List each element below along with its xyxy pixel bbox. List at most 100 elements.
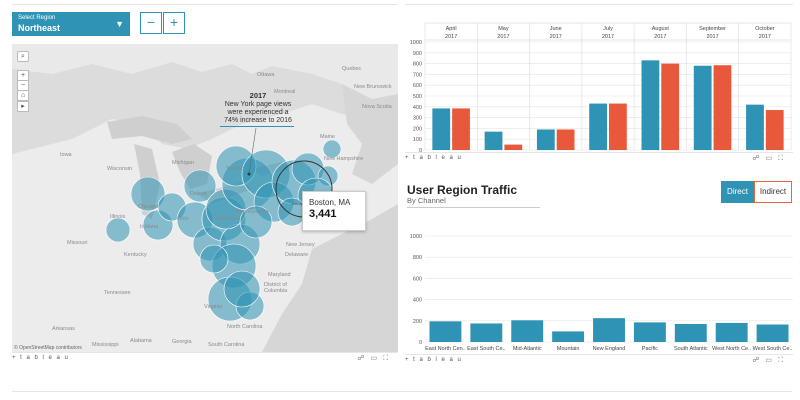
y-tick-label: 600 (413, 276, 422, 282)
tooltip-city: Boston, MA (309, 198, 351, 207)
bar-direct (432, 108, 451, 150)
map-place-label: District of Columbia (264, 282, 288, 294)
share-icon[interactable]: ☍ (357, 355, 371, 362)
y-tick-label: 1000 (410, 40, 422, 46)
map-place-label: New Brunswick (354, 84, 392, 90)
year-label: 2017 (706, 34, 718, 40)
map-place-label: Alabama (130, 338, 152, 344)
year-label: 2017 (497, 34, 509, 40)
map-place-label: Pennsylvania (236, 209, 269, 215)
top-separator-left (12, 4, 398, 5)
month-label: August (652, 26, 670, 32)
map-circle (239, 205, 273, 239)
direct-toggle-button[interactable]: Direct (721, 181, 754, 203)
map-place-label: Georgia (172, 339, 192, 345)
traffic-bar-chart: 0 200 400 600 800 1000 East North Cen.. East So… (410, 234, 793, 352)
map-place-label: Indiana (140, 224, 159, 230)
annotation-year: 2017 (249, 91, 267, 100)
map-place-label: Maryland (268, 272, 291, 278)
map-place-label: Illinois (110, 214, 126, 220)
bar-direct (693, 65, 712, 150)
bottom-separator (12, 391, 792, 392)
map-place-label: Mississippi (92, 342, 119, 348)
y-tick-label: 300 (413, 116, 422, 122)
region-select-value: Northeast (18, 23, 61, 33)
map-search-icon[interactable]: ⌕ (17, 51, 29, 62)
y-tick-label: 1000 (410, 234, 422, 240)
category-label: Mid-Atlantic (513, 346, 542, 352)
bar-indirect (452, 108, 470, 150)
bar-indirect (556, 129, 575, 150)
annotation-line: were experienced a (227, 109, 289, 116)
month-label: April (446, 26, 457, 32)
map-place-label: Montreal (274, 89, 296, 95)
download-icon[interactable]: ▭ (370, 355, 384, 362)
monthly-chart-footer: + t a b l e a u ☍▭⛶ (405, 152, 793, 164)
map-place-label: Toronto (226, 166, 245, 172)
bar-direct (536, 129, 555, 150)
y-tick-label: 800 (413, 62, 422, 68)
region-select[interactable]: Select Region Northeast ▼ (12, 12, 130, 36)
map-place-label: New Hampshire (324, 156, 364, 162)
map-home-icon[interactable]: ⌂ (17, 90, 29, 101)
map-circle (223, 270, 261, 308)
download-icon[interactable]: ▭ (765, 357, 779, 364)
bar-direct (593, 318, 625, 342)
map-place-label: Delaware (285, 252, 309, 258)
map-view[interactable]: ⌕ + − ⌂ ▸ Ottawa Montreal Quebec Maine N… (12, 44, 398, 352)
year-label: 2017 (602, 34, 614, 40)
chevron-down-icon: ▼ (115, 19, 124, 29)
map-place-label: Arkansas (52, 326, 75, 332)
map-circle (130, 176, 166, 212)
bar-indirect (765, 110, 784, 150)
fullscreen-icon[interactable]: ⛶ (383, 355, 394, 362)
y-tick-label: 100 (413, 137, 422, 143)
share-icon[interactable]: ☍ (752, 357, 766, 364)
month-label: May (498, 26, 509, 32)
month-label: October (755, 26, 775, 32)
bar-indirect (504, 144, 523, 150)
bar-direct (746, 104, 764, 150)
indirect-toggle-button[interactable]: Indirect (754, 181, 792, 203)
map-place-label: Cleveland (216, 216, 241, 222)
tableau-logo: + t a b l e a u (405, 357, 463, 363)
fullscreen-icon[interactable]: ⛶ (778, 155, 789, 162)
category-label: East North Cen.. (425, 346, 466, 352)
map-place-label: Nova Scotia (362, 104, 392, 110)
y-tick-label: 600 (413, 83, 422, 89)
zoom-out-button[interactable]: − (140, 12, 162, 34)
map-place-label: Kentucky (124, 252, 147, 258)
y-tick-label: 500 (413, 94, 422, 100)
traffic-subtitle: By Channel (407, 196, 446, 205)
traffic-title: User Region Traffic (407, 183, 518, 197)
map-place-label: Missouri (67, 240, 88, 246)
bar-direct (552, 331, 585, 342)
map-circle (322, 139, 342, 159)
bar-direct (756, 324, 789, 342)
map-place-label: Quebec (342, 66, 362, 72)
bar-direct (470, 323, 503, 342)
map-place-label: North Carolina (227, 324, 263, 330)
map-attribution: © OpenStreetMap contributors (14, 345, 82, 351)
map-place-label: Maine (320, 134, 335, 140)
year-label: 2017 (550, 34, 562, 40)
map-place-label: Iowa (60, 152, 72, 158)
tooltip-value: 3,441 (309, 208, 337, 220)
share-icon[interactable]: ☍ (752, 155, 766, 162)
map-circles (105, 139, 342, 322)
fullscreen-icon[interactable]: ⛶ (778, 357, 789, 364)
category-label: Pacific (642, 346, 658, 352)
annotation-line: 74% increase to 2016 (224, 117, 292, 124)
y-tick-label: 400 (413, 105, 422, 111)
category-label: West North Ce.. (712, 346, 751, 352)
map-circle (183, 169, 217, 203)
year-label: 2017 (759, 34, 771, 40)
month-label: July (603, 26, 613, 32)
bar-direct (633, 322, 666, 342)
download-icon[interactable]: ▭ (765, 155, 779, 162)
zoom-in-button[interactable]: + (163, 12, 185, 34)
map-circle (199, 244, 229, 274)
map-pan-icon[interactable]: ▸ (17, 101, 29, 112)
category-label: East South Ce.. (467, 346, 506, 352)
map-place-label: Ottawa (257, 72, 275, 78)
